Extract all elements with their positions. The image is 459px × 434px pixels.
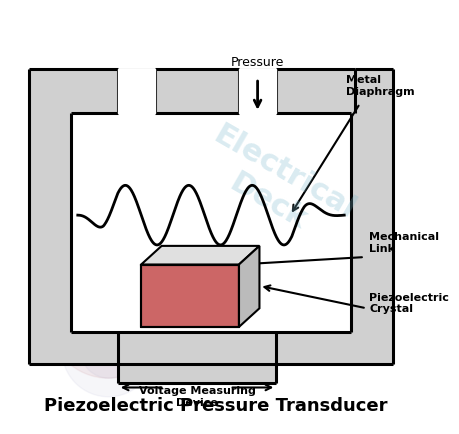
Text: Mechanical
Link: Mechanical Link <box>369 232 438 254</box>
Text: Pressure: Pressure <box>230 56 284 69</box>
Polygon shape <box>141 264 238 327</box>
Text: Voltage Measuring
Device: Voltage Measuring Device <box>138 386 255 408</box>
Text: Piezoelectric
Crystal: Piezoelectric Crystal <box>369 293 448 315</box>
Circle shape <box>67 276 150 359</box>
Polygon shape <box>238 69 275 113</box>
Polygon shape <box>29 69 392 364</box>
Text: Metal
Diaphragm: Metal Diaphragm <box>345 76 414 97</box>
Text: Piezoelectric Pressure Transducer: Piezoelectric Pressure Transducer <box>44 398 386 415</box>
Circle shape <box>85 294 132 341</box>
Circle shape <box>80 322 136 378</box>
Circle shape <box>48 257 169 378</box>
Text: Electrical
Deck: Electrical Deck <box>191 120 360 254</box>
Polygon shape <box>118 364 275 383</box>
Polygon shape <box>141 246 259 264</box>
Circle shape <box>62 304 155 397</box>
Polygon shape <box>118 69 155 113</box>
Polygon shape <box>238 246 259 327</box>
Polygon shape <box>71 113 350 332</box>
